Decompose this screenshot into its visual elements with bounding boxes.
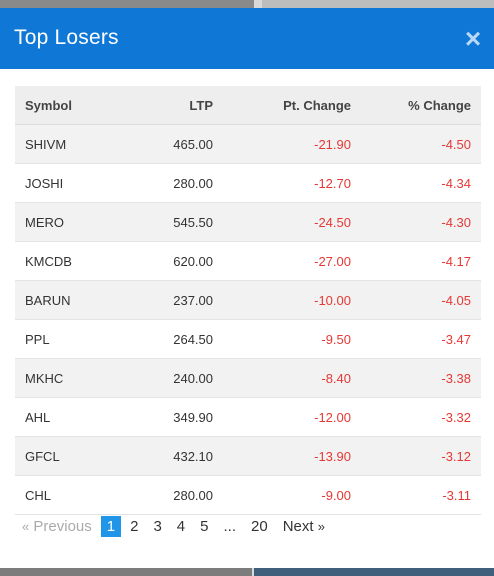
pct-change-cell: -3.38 — [361, 358, 481, 398]
double-chevron-right-icon: » — [317, 518, 325, 534]
table-row[interactable]: PPL 264.50 -9.50 -3.47 — [15, 319, 481, 359]
pct-change-cell: -4.05 — [361, 280, 481, 320]
ltp-cell: 432.10 — [125, 436, 223, 476]
pt-change-cell: -24.50 — [223, 202, 361, 242]
background-bottom-strip — [0, 568, 494, 576]
symbol-cell: KMCDB — [15, 241, 125, 281]
symbol-cell: SHIVM — [15, 124, 125, 164]
double-chevron-left-icon: « — [22, 518, 30, 534]
symbol-cell: GFCL — [15, 436, 125, 476]
ltp-cell: 280.00 — [125, 475, 223, 515]
ltp-cell: 240.00 — [125, 358, 223, 398]
background-top-strip — [0, 0, 494, 8]
page-number-button[interactable]: 4 — [176, 517, 186, 535]
page-ellipsis: ... — [223, 517, 236, 535]
table-row[interactable]: MKHC 240.00 -8.40 -3.38 — [15, 358, 481, 398]
background-segment — [262, 0, 494, 8]
pt-change-cell: -12.70 — [223, 163, 361, 203]
pt-change-cell: -13.90 — [223, 436, 361, 476]
symbol-cell: JOSHI — [15, 163, 125, 203]
pct-change-cell: -3.11 — [361, 475, 481, 515]
page-number-button[interactable]: 1 — [100, 515, 122, 537]
background-segment — [254, 568, 494, 576]
page-number-button[interactable]: 5 — [200, 517, 209, 535]
pct-change-cell: -4.17 — [361, 241, 481, 281]
ltp-cell: 237.00 — [125, 280, 223, 320]
pct-change-cell: -4.34 — [361, 163, 481, 203]
pt-change-cell: -21.90 — [223, 124, 361, 164]
pagination: « Previous 1 2 3 4 5... 20 Next » — [16, 514, 334, 538]
symbol-cell: CHL — [15, 475, 125, 515]
ltp-cell: 545.50 — [125, 202, 223, 242]
pt-change-cell: -8.40 — [223, 358, 361, 398]
ltp-cell: 465.00 — [125, 124, 223, 164]
symbol-cell: BARUN — [15, 280, 125, 320]
top-losers-table: Symbol LTP Pt. Change % Change SHIVM 465.… — [15, 86, 481, 515]
column-header-pt-change[interactable]: Pt. Change — [223, 86, 361, 125]
pt-change-cell: -12.00 — [223, 397, 361, 437]
ltp-cell: 280.00 — [125, 163, 223, 203]
page-number-button[interactable]: 3 — [153, 517, 162, 535]
next-page-button[interactable]: Next » — [277, 516, 331, 537]
pct-change-cell: -4.50 — [361, 124, 481, 164]
column-header-symbol[interactable]: Symbol — [15, 86, 125, 125]
page-number-button[interactable]: 20 — [251, 517, 268, 535]
symbol-cell: MERO — [15, 202, 125, 242]
table-row[interactable]: AHL 349.90 -12.00 -3.32 — [15, 397, 481, 437]
pt-change-cell: -27.00 — [223, 241, 361, 281]
ltp-cell: 349.90 — [125, 397, 223, 437]
table-row[interactable]: MERO 545.50 -24.50 -4.30 — [15, 202, 481, 242]
symbol-cell: PPL — [15, 319, 125, 359]
modal-title: Top Losers — [14, 26, 119, 49]
modal-header: Top Losers × — [0, 8, 494, 69]
table-row[interactable]: JOSHI 280.00 -12.70 -4.34 — [15, 163, 481, 203]
symbol-cell: MKHC — [15, 358, 125, 398]
background-segment — [0, 0, 254, 8]
next-label: Next — [282, 517, 314, 535]
column-header-ltp[interactable]: LTP — [125, 86, 223, 125]
table-header-row: Symbol LTP Pt. Change % Change — [15, 86, 481, 125]
previous-label: Previous — [33, 517, 92, 535]
table-row[interactable]: SHIVM 465.00 -21.90 -4.50 — [15, 124, 481, 164]
ltp-cell: 620.00 — [125, 241, 223, 281]
page-number-button[interactable]: 2 — [130, 517, 139, 535]
page-numbers: 1 2 3 4 5... 20 — [100, 515, 277, 537]
background-segment — [0, 568, 252, 576]
table-row[interactable]: GFCL 432.10 -13.90 -3.12 — [15, 436, 481, 476]
table-row[interactable]: CHL 280.00 -9.00 -3.11 — [15, 475, 481, 515]
column-header-pct-change[interactable]: % Change — [361, 86, 481, 125]
pt-change-cell: -9.50 — [223, 319, 361, 359]
pct-change-cell: -3.12 — [361, 436, 481, 476]
table-row[interactable]: BARUN 237.00 -10.00 -4.05 — [15, 280, 481, 320]
ltp-cell: 264.50 — [125, 319, 223, 359]
symbol-cell: AHL — [15, 397, 125, 437]
pct-change-cell: -3.32 — [361, 397, 481, 437]
pct-change-cell: -4.30 — [361, 202, 481, 242]
previous-page-button[interactable]: « Previous — [16, 516, 98, 537]
pt-change-cell: -9.00 — [223, 475, 361, 515]
table-row[interactable]: KMCDB 620.00 -27.00 -4.17 — [15, 241, 481, 281]
close-icon[interactable]: × — [464, 23, 482, 54]
pct-change-cell: -3.47 — [361, 319, 481, 359]
pt-change-cell: -10.00 — [223, 280, 361, 320]
